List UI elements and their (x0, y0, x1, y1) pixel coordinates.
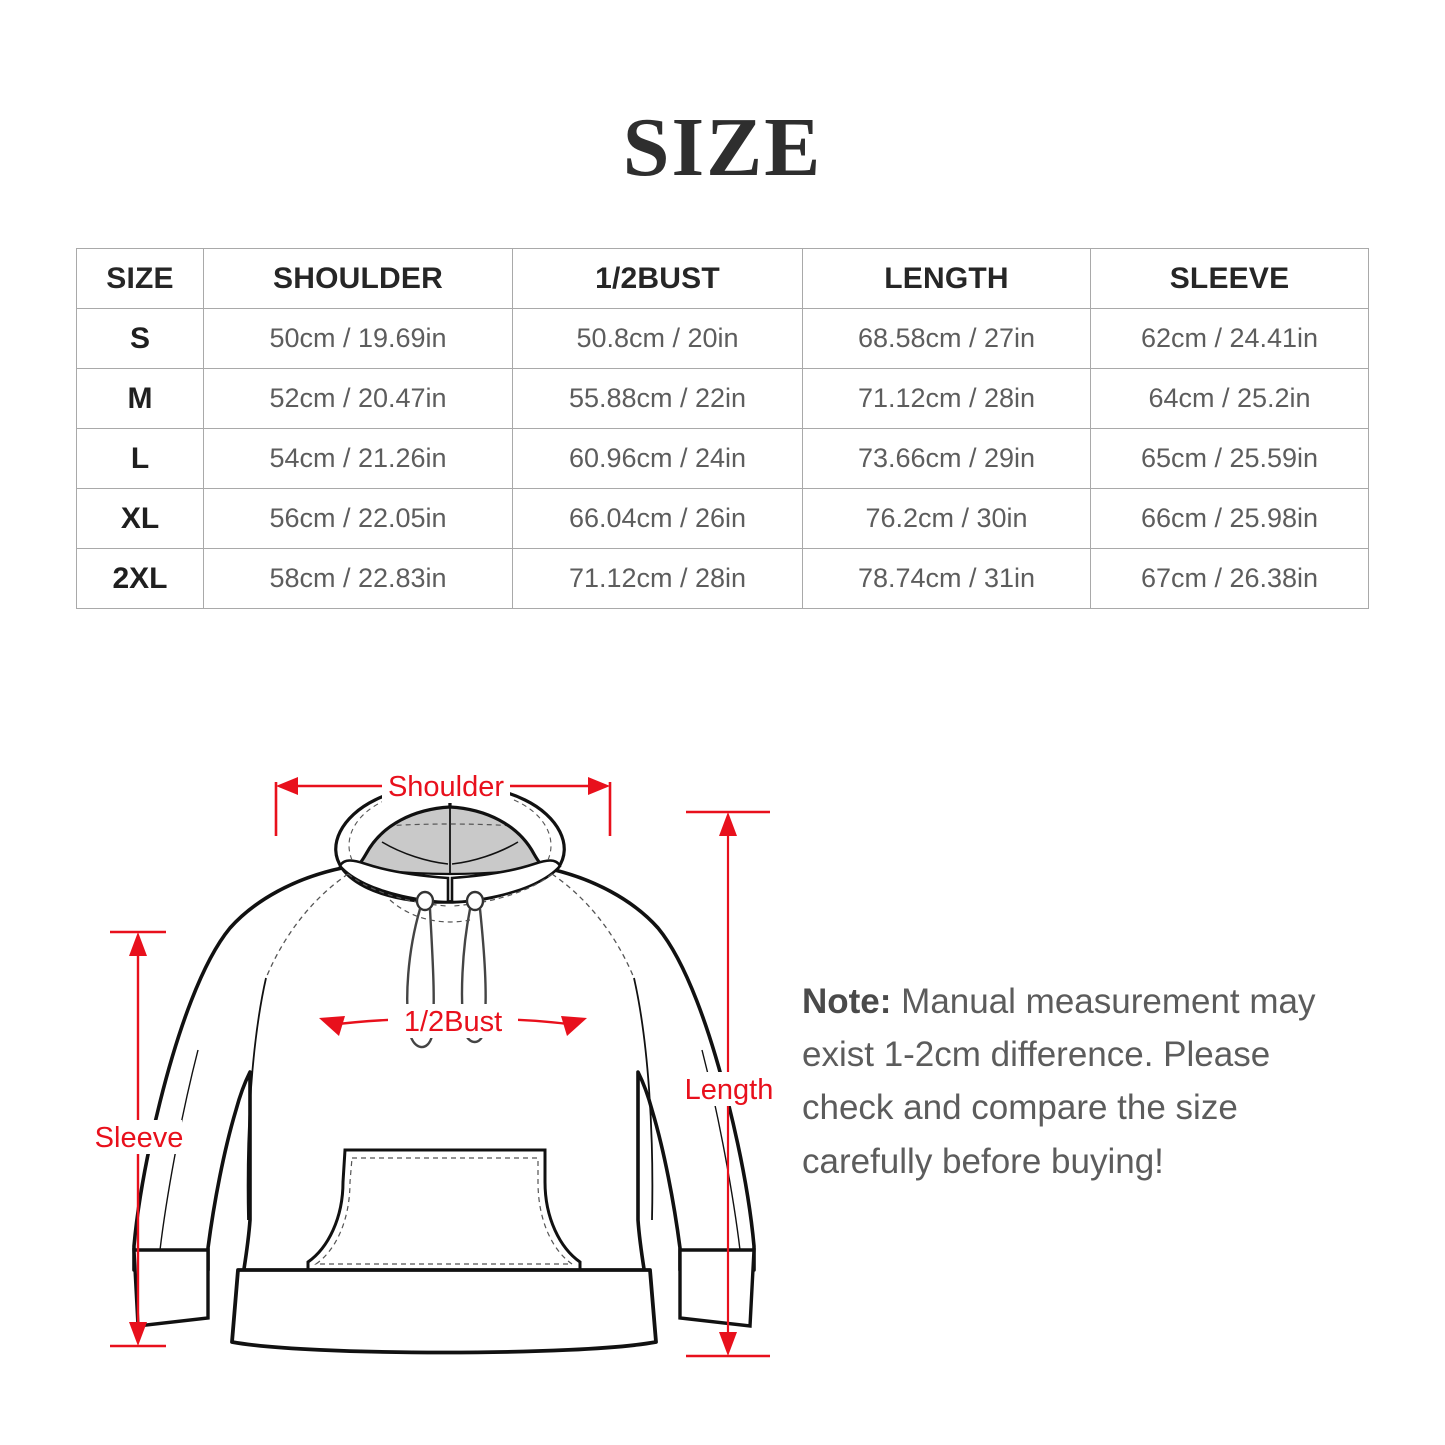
cell-shoulder: 50cm / 19.69in (203, 308, 513, 369)
neckline-seam (389, 899, 471, 923)
length-label-bg (682, 1072, 776, 1106)
cell-half-bust: 55.88cm / 22in (512, 368, 803, 429)
cell-length: 78.74cm / 31in (802, 548, 1091, 609)
cell-half-bust: 60.96cm / 24in (512, 428, 803, 489)
cuff-left (132, 1248, 210, 1328)
table-header-row: SIZE SHOULDER 1/2BUST LENGTH SLEEVE (76, 248, 1369, 309)
halfbust-arrow-right (561, 1016, 587, 1036)
hood-collar-right (450, 859, 562, 904)
shoulder-seam-left (265, 873, 349, 979)
hoodie-measurement-diagram: Shoulder 1/2Bust Sleeve Length (90, 750, 790, 1400)
cell-length: 76.2cm / 30in (802, 488, 1091, 549)
sleeve-arrow-bottom (129, 1322, 147, 1346)
note-text: Manual measurement may exist 1-2cm diffe… (802, 982, 1316, 1181)
cell-length: 71.12cm / 28in (802, 368, 1091, 429)
hood-edge-stitch-left (348, 799, 387, 861)
column-header-half-bust: 1/2BUST (512, 248, 803, 309)
table-row: M 52cm / 20.47in 55.88cm / 22in 71.12cm … (76, 368, 1369, 429)
shoulder-arrow-left (276, 777, 298, 795)
cell-half-bust: 66.04cm / 26in (512, 488, 803, 549)
cell-size: 2XL (76, 548, 204, 609)
length-arrow-top (719, 812, 737, 836)
shoulder-label-bg (382, 769, 510, 803)
hood-edge-stitch-right (513, 799, 552, 861)
cell-shoulder: 58cm / 22.83in (203, 548, 513, 609)
armhole-left (246, 977, 267, 1221)
length-label: Length (685, 1074, 774, 1106)
hood-fold-right (451, 841, 519, 865)
armhole-right (633, 977, 654, 1221)
cell-sleeve: 67cm / 26.38in (1090, 548, 1369, 609)
half-bust-label: 1/2Bust (404, 1006, 502, 1038)
halfbust-label-bg (388, 1004, 518, 1038)
cuff-right (678, 1248, 756, 1328)
column-header-sleeve: SLEEVE (1090, 248, 1369, 309)
column-header-length: LENGTH (802, 248, 1091, 309)
cell-half-bust: 71.12cm / 28in (512, 548, 803, 609)
kangaroo-pocket (306, 1148, 582, 1272)
page-title: SIZE (622, 101, 823, 194)
cell-sleeve: 62cm / 24.41in (1090, 308, 1369, 369)
bottom-hem-band (230, 1268, 658, 1355)
drawstring-eyelet-left (415, 890, 435, 912)
halfbust-arrow-left (319, 1016, 345, 1036)
table-row: XL 56cm / 22.05in 66.04cm / 26in 76.2cm … (76, 488, 1369, 549)
cell-shoulder: 54cm / 21.26in (203, 428, 513, 489)
hoodie-illustration (132, 783, 756, 1355)
cell-shoulder: 56cm / 22.05in (203, 488, 513, 549)
cell-size: S (76, 308, 204, 369)
shoulder-label: Shoulder (388, 771, 504, 803)
cell-shoulder: 52cm / 20.47in (203, 368, 513, 429)
cell-size: M (76, 368, 204, 429)
drawstring-right (460, 908, 487, 1044)
note-label: Note: (802, 982, 892, 1021)
table-row: L 54cm / 21.26in 60.96cm / 24in 73.66cm … (76, 428, 1369, 489)
cell-sleeve: 66cm / 25.98in (1090, 488, 1369, 549)
sleeve-label: Sleeve (95, 1122, 184, 1154)
cell-size: XL (76, 488, 204, 549)
pocket-topstitch (314, 1157, 574, 1265)
cell-length: 68.58cm / 27in (802, 308, 1091, 369)
drawstring-eyelet-right (465, 890, 485, 912)
cell-sleeve: 64cm / 25.2in (1090, 368, 1369, 429)
sleeve-fold-left (159, 1049, 199, 1251)
length-arrow-bottom (719, 1332, 737, 1356)
column-header-shoulder: SHOULDER (203, 248, 513, 309)
cell-size: L (76, 428, 204, 489)
cell-sleeve: 65cm / 25.59in (1090, 428, 1369, 489)
table-row: S 50cm / 19.69in 50.8cm / 20in 68.58cm /… (76, 308, 1369, 369)
sleeve-arrow-top (129, 932, 147, 956)
drawstring-left (406, 908, 435, 1049)
size-chart-table: SIZE SHOULDER 1/2BUST LENGTH SLEEVE S 50… (76, 248, 1369, 609)
shoulder-arrow-right (588, 777, 610, 795)
measurement-annotations: Shoulder 1/2Bust Sleeve Length (95, 769, 776, 1358)
shoulder-seam-right (551, 873, 635, 979)
hood-collar-left (338, 859, 450, 904)
sleeve-label-bg (98, 1120, 182, 1154)
hood-fold-left (381, 841, 449, 865)
table-row: 2XL 58cm / 22.83in 71.12cm / 28in 78.74c… (76, 548, 1369, 609)
cell-half-bust: 50.8cm / 20in (512, 308, 803, 369)
note-block: Note: Manual measurement may exist 1-2cm… (802, 975, 1362, 1188)
column-header-size: SIZE (76, 248, 204, 309)
cell-length: 73.66cm / 29in (802, 428, 1091, 489)
